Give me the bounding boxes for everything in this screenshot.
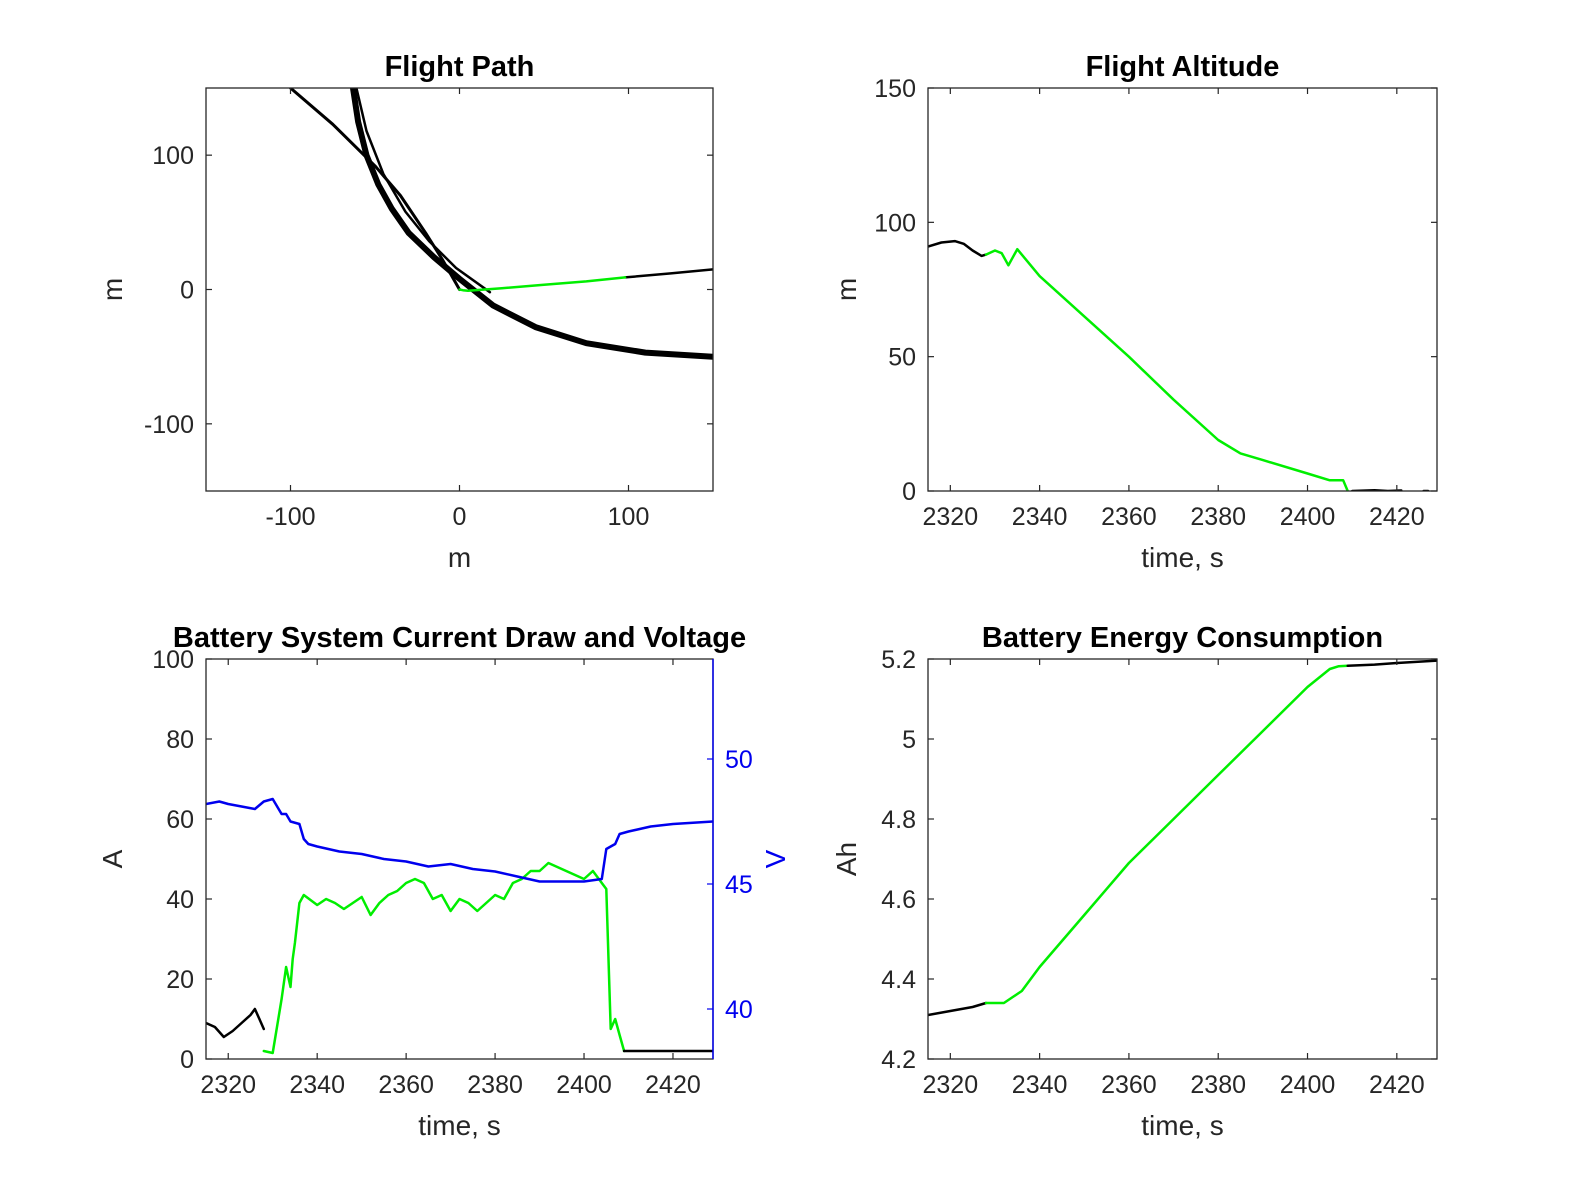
x-tick-label: 2380: [1190, 1071, 1246, 1099]
y-tick-label: 5.2: [881, 646, 916, 674]
y-tick-label: 0: [180, 277, 194, 305]
x-tick-label: 2340: [289, 1071, 345, 1099]
series-line-3: [1346, 659, 1437, 668]
series-line-2: [262, 861, 626, 1055]
chart-panel-2: 2320 2340 2360 2380 2400 2420 0 50 100 150 Flight …: [831, 51, 1438, 573]
x-tick-label: 2340: [1012, 503, 1068, 531]
x-tick-label: 2400: [556, 1071, 612, 1099]
x-tick-label: 2320: [200, 1071, 256, 1099]
x-tick-label: 2360: [1101, 503, 1157, 531]
y-tick-label: 100: [152, 646, 194, 674]
x-tick-label: 2360: [378, 1071, 434, 1099]
x-axis-label: m: [448, 542, 471, 573]
y-axis-label: m: [97, 278, 128, 301]
x-axis-label: time, s: [418, 1110, 500, 1141]
x-tick-label: 2380: [1190, 503, 1246, 531]
chart-panel-4: 2320 2340 2360 2380 2400 2420 4.2 4.4 4.6 4.8 5 5.2…: [831, 622, 1438, 1141]
series-line-1: [928, 239, 988, 258]
series-line-5: [458, 276, 627, 293]
y-axis-label: A: [97, 849, 128, 868]
y-tick-label: 5: [902, 726, 916, 754]
series-line-2: [984, 664, 1349, 1005]
x-tick-label: 2380: [467, 1071, 523, 1099]
y-tick-label: -100: [144, 411, 194, 439]
y-tick-label: 0: [902, 478, 916, 506]
x-tick-label: 2340: [1012, 1071, 1068, 1099]
y-axis-label: m: [831, 278, 862, 301]
plot-area: [928, 659, 1437, 1017]
x-tick-label: 2360: [1101, 1071, 1157, 1099]
y-tick-label: 60: [166, 806, 194, 834]
axes-box: [927, 87, 1438, 492]
plot-area: [928, 239, 1430, 491]
x-axis-label: time, s: [1141, 542, 1223, 573]
chart-panel-3: 2320 2340 2360 2380 2400 2420 0 20 40 60 80 100 40 45…: [97, 622, 791, 1141]
series-line-2: [984, 247, 1349, 491]
y-tick-label: 40: [166, 886, 194, 914]
series-line-2: [350, 88, 713, 360]
chart-title: Battery System Current Draw and Voltage: [173, 622, 746, 654]
y-tick-label: 0: [180, 1046, 194, 1074]
axes-box: [927, 658, 1438, 1060]
y-tick-label: 4.8: [881, 806, 916, 834]
series-line-4: [206, 797, 713, 883]
y-tick-label: 4.4: [881, 966, 916, 994]
x-tick-label: -100: [265, 503, 315, 531]
x-tick-label: 2420: [1369, 1071, 1425, 1099]
y-axis-label: Ah: [831, 842, 862, 876]
chart-title: Battery Energy Consumption: [982, 622, 1383, 654]
x-tick-label: 2320: [923, 503, 979, 531]
chart-panel-1: -100 0 100 -100 0 100 Flight Path m m: [97, 51, 714, 573]
y-tick-label: 100: [874, 209, 916, 237]
x-axis-label: time, s: [1141, 1110, 1223, 1141]
right-tick-label: 45: [725, 871, 753, 899]
chart-title: Flight Altitude: [1086, 51, 1280, 83]
series-line-4: [623, 268, 713, 279]
series-line-1: [206, 1007, 266, 1039]
y-tick-label: 50: [888, 344, 916, 372]
series-line-1: [928, 1001, 988, 1017]
right-axis-label: V: [760, 849, 791, 868]
x-tick-label: 2420: [1369, 503, 1425, 531]
y-tick-label: 4.6: [881, 886, 916, 914]
x-tick-label: 2320: [923, 1071, 979, 1099]
y-tick-label: 80: [166, 726, 194, 754]
series-line-3: [355, 88, 492, 294]
x-tick-label: 2400: [1280, 1071, 1336, 1099]
chart-title: Flight Path: [385, 51, 535, 83]
x-tick-label: 2420: [645, 1071, 701, 1099]
plot-area: [289, 88, 713, 360]
x-tick-label: 2400: [1280, 503, 1336, 531]
right-tick-label: 40: [725, 996, 753, 1024]
y-tick-label: 100: [152, 142, 194, 170]
plot-area: [206, 797, 713, 1055]
y-tick-label: 4.2: [881, 1046, 916, 1074]
right-tick-label: 50: [725, 746, 753, 774]
y-tick-label: 150: [874, 75, 916, 103]
series-line-1: [289, 88, 461, 291]
x-tick-label: 100: [608, 503, 650, 531]
x-tick-label: 0: [453, 503, 467, 531]
y-tick-label: 20: [166, 966, 194, 994]
